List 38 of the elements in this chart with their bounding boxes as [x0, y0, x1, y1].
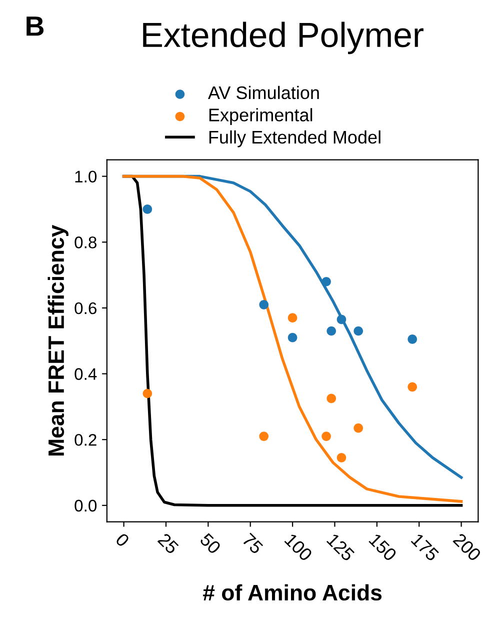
- x-tick-label: 75: [242, 532, 264, 555]
- x-tick-label: 0: [114, 532, 130, 548]
- chart-title: Extended Polymer: [143, 22, 424, 54]
- y-tick-label: 0.8: [74, 236, 96, 248]
- legend-label: Fully Extended Model: [209, 130, 380, 148]
- y-tick-label: 1.0: [75, 170, 97, 183]
- point: [326, 394, 336, 404]
- x-tick-label: 200: [452, 532, 482, 562]
- legend-label: AV Simulation: [208, 86, 319, 100]
- point: [322, 432, 331, 441]
- x-tick-label: 25: [157, 532, 180, 555]
- point: [354, 326, 364, 336]
- point: [322, 276, 331, 286]
- point: [326, 326, 336, 336]
- y-tick-label: 0.0: [74, 500, 97, 512]
- y-tick-label: 0.2: [74, 434, 96, 446]
- x-tick-label: 175: [410, 533, 440, 562]
- point: [142, 388, 152, 398]
- point: [259, 432, 269, 441]
- x-tick-label: 150: [368, 532, 398, 562]
- point: [142, 204, 152, 214]
- y-axis-title: Mean FRET Efficiency: [48, 224, 68, 456]
- x-tick-label: 125: [326, 532, 356, 562]
- x-axis-title: # of Amino Acids: [203, 584, 382, 601]
- point: [336, 314, 346, 324]
- legend-label: Experimental: [209, 108, 312, 125]
- y-tick-label: 0.4: [74, 368, 97, 380]
- point: [336, 453, 346, 462]
- point: [408, 334, 418, 344]
- x-tick-label: 100: [284, 532, 314, 562]
- point: [288, 332, 298, 342]
- point: [259, 300, 269, 310]
- x-tick-label: 50: [199, 532, 222, 555]
- point: [354, 423, 364, 433]
- y-tick-label: 0.6: [74, 302, 96, 314]
- point: [288, 313, 298, 322]
- text: B: [26, 16, 44, 36]
- point: [408, 382, 418, 392]
